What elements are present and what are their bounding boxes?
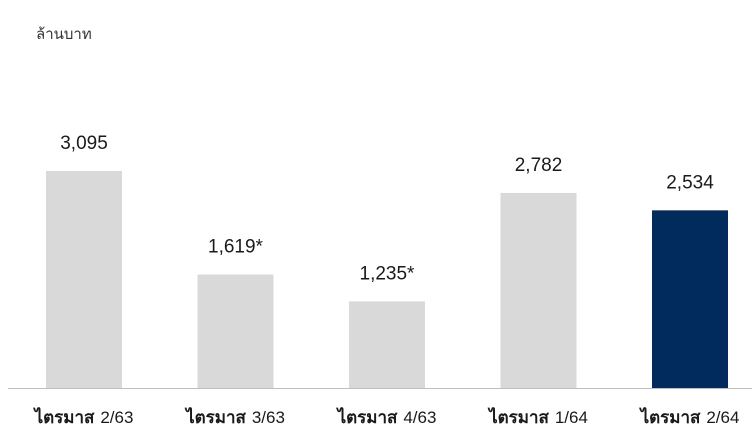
category-prefix: ไตรมาส <box>639 407 707 428</box>
unit-label: ล้านบาท <box>36 25 92 43</box>
category-label: ไตรมาส 2/63 <box>33 407 134 428</box>
bar-4 <box>500 192 577 388</box>
category-prefix: ไตรมาส <box>33 407 101 428</box>
bar-value-label: 2,782 <box>515 155 563 176</box>
category-period: 1/64 <box>555 408 588 427</box>
bar-value-label: 1,619* <box>208 236 264 257</box>
category-prefix: ไตรมาส <box>336 407 404 428</box>
bar-3 <box>349 301 425 388</box>
category-prefix: ไตรมาส <box>184 407 252 428</box>
category-prefix: ไตรมาส <box>487 407 555 428</box>
category-period: 4/63 <box>403 408 436 427</box>
category-period: 3/63 <box>252 408 285 427</box>
bar-value-label: 1,235* <box>360 263 416 284</box>
bar-value-label: 3,095 <box>60 133 108 154</box>
category-label: ไตรมาส 1/64 <box>487 407 588 428</box>
category-period: 2/63 <box>100 408 133 427</box>
bar-2 <box>197 274 274 388</box>
bar-value-label: 2,534 <box>666 172 714 193</box>
category-label: ไตรมาส 3/63 <box>184 407 285 428</box>
category-label: ไตรมาส 2/64 <box>639 407 740 428</box>
category-period: 2/64 <box>706 408 739 427</box>
category-label: ไตรมาส 4/63 <box>336 407 437 428</box>
bar-5 <box>652 210 728 388</box>
bar-1 <box>46 171 122 388</box>
